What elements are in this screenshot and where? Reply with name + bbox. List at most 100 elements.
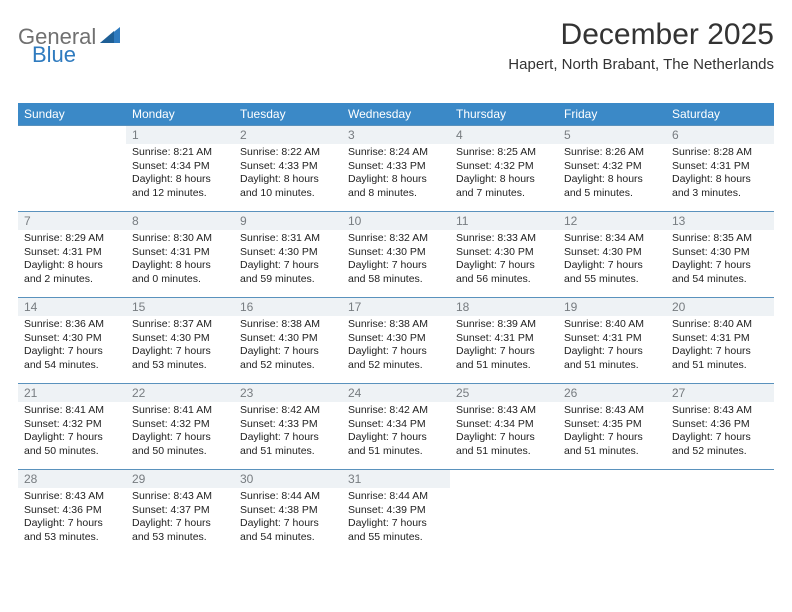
day-number: 15 — [126, 298, 234, 316]
calendar-cell: 25Sunrise: 8:43 AMSunset: 4:34 PMDayligh… — [450, 384, 558, 470]
day-details: Sunrise: 8:43 AMSunset: 4:37 PMDaylight:… — [126, 488, 234, 549]
day-text: Sunrise: 8:43 AMSunset: 4:36 PMDaylight:… — [672, 402, 768, 459]
calendar-cell: 22Sunrise: 8:41 AMSunset: 4:32 PMDayligh… — [126, 384, 234, 470]
calendar-week-row: 28Sunrise: 8:43 AMSunset: 4:36 PMDayligh… — [18, 470, 774, 556]
brand-part2-wrap: Blue — [32, 42, 76, 68]
calendar-cell: 14Sunrise: 8:36 AMSunset: 4:30 PMDayligh… — [18, 298, 126, 384]
day-number: 9 — [234, 212, 342, 230]
day-header: Tuesday — [234, 103, 342, 126]
day-number: 2 — [234, 126, 342, 144]
day-number: 23 — [234, 384, 342, 402]
day-number: 30 — [234, 470, 342, 488]
title-block: December 2025 Hapert, North Brabant, The… — [508, 18, 774, 73]
day-number: 7 — [18, 212, 126, 230]
day-number: 29 — [126, 470, 234, 488]
day-number: 24 — [342, 384, 450, 402]
day-details: Sunrise: 8:43 AMSunset: 4:34 PMDaylight:… — [450, 402, 558, 463]
day-details: Sunrise: 8:34 AMSunset: 4:30 PMDaylight:… — [558, 230, 666, 291]
day-details: Sunrise: 8:43 AMSunset: 4:36 PMDaylight:… — [666, 402, 774, 463]
brand-sail-icon — [100, 26, 122, 49]
page-title: December 2025 — [508, 18, 774, 52]
calendar-cell — [666, 470, 774, 556]
calendar-cell: 4Sunrise: 8:25 AMSunset: 4:32 PMDaylight… — [450, 126, 558, 212]
day-text: Sunrise: 8:40 AMSunset: 4:31 PMDaylight:… — [564, 316, 660, 373]
day-number: 3 — [342, 126, 450, 144]
day-text: Sunrise: 8:26 AMSunset: 4:32 PMDaylight:… — [564, 144, 660, 201]
day-number: 10 — [342, 212, 450, 230]
day-details: Sunrise: 8:39 AMSunset: 4:31 PMDaylight:… — [450, 316, 558, 377]
day-details: Sunrise: 8:38 AMSunset: 4:30 PMDaylight:… — [342, 316, 450, 377]
day-details: Sunrise: 8:29 AMSunset: 4:31 PMDaylight:… — [18, 230, 126, 291]
calendar-cell: 3Sunrise: 8:24 AMSunset: 4:33 PMDaylight… — [342, 126, 450, 212]
day-header-row: Sunday Monday Tuesday Wednesday Thursday… — [18, 103, 774, 126]
calendar-week-row: 14Sunrise: 8:36 AMSunset: 4:30 PMDayligh… — [18, 298, 774, 384]
day-number: 16 — [234, 298, 342, 316]
calendar-cell: 12Sunrise: 8:34 AMSunset: 4:30 PMDayligh… — [558, 212, 666, 298]
day-header: Saturday — [666, 103, 774, 126]
day-number: 1 — [126, 126, 234, 144]
day-details: Sunrise: 8:28 AMSunset: 4:31 PMDaylight:… — [666, 144, 774, 205]
calendar-cell: 30Sunrise: 8:44 AMSunset: 4:38 PMDayligh… — [234, 470, 342, 556]
day-details: Sunrise: 8:41 AMSunset: 4:32 PMDaylight:… — [126, 402, 234, 463]
day-details: Sunrise: 8:35 AMSunset: 4:30 PMDaylight:… — [666, 230, 774, 291]
day-details: Sunrise: 8:33 AMSunset: 4:30 PMDaylight:… — [450, 230, 558, 291]
calendar-cell: 5Sunrise: 8:26 AMSunset: 4:32 PMDaylight… — [558, 126, 666, 212]
day-details: Sunrise: 8:42 AMSunset: 4:34 PMDaylight:… — [342, 402, 450, 463]
day-text: Sunrise: 8:22 AMSunset: 4:33 PMDaylight:… — [240, 144, 336, 201]
day-text: Sunrise: 8:21 AMSunset: 4:34 PMDaylight:… — [132, 144, 228, 201]
day-details: Sunrise: 8:32 AMSunset: 4:30 PMDaylight:… — [342, 230, 450, 291]
calendar-cell: 15Sunrise: 8:37 AMSunset: 4:30 PMDayligh… — [126, 298, 234, 384]
calendar-cell: 31Sunrise: 8:44 AMSunset: 4:39 PMDayligh… — [342, 470, 450, 556]
calendar-cell: 20Sunrise: 8:40 AMSunset: 4:31 PMDayligh… — [666, 298, 774, 384]
calendar-body: 1Sunrise: 8:21 AMSunset: 4:34 PMDaylight… — [18, 126, 774, 556]
calendar-cell: 26Sunrise: 8:43 AMSunset: 4:35 PMDayligh… — [558, 384, 666, 470]
day-number: 19 — [558, 298, 666, 316]
day-text: Sunrise: 8:41 AMSunset: 4:32 PMDaylight:… — [24, 402, 120, 459]
day-text: Sunrise: 8:42 AMSunset: 4:34 PMDaylight:… — [348, 402, 444, 459]
day-number: 11 — [450, 212, 558, 230]
day-header: Monday — [126, 103, 234, 126]
day-details: Sunrise: 8:43 AMSunset: 4:35 PMDaylight:… — [558, 402, 666, 463]
day-details: Sunrise: 8:44 AMSunset: 4:39 PMDaylight:… — [342, 488, 450, 549]
day-details: Sunrise: 8:24 AMSunset: 4:33 PMDaylight:… — [342, 144, 450, 205]
calendar-week-row: 21Sunrise: 8:41 AMSunset: 4:32 PMDayligh… — [18, 384, 774, 470]
day-number: 25 — [450, 384, 558, 402]
calendar-cell: 28Sunrise: 8:43 AMSunset: 4:36 PMDayligh… — [18, 470, 126, 556]
day-text: Sunrise: 8:35 AMSunset: 4:30 PMDaylight:… — [672, 230, 768, 287]
location-subtitle: Hapert, North Brabant, The Netherlands — [508, 56, 774, 73]
calendar-cell — [18, 126, 126, 212]
day-text: Sunrise: 8:34 AMSunset: 4:30 PMDaylight:… — [564, 230, 660, 287]
day-details: Sunrise: 8:25 AMSunset: 4:32 PMDaylight:… — [450, 144, 558, 205]
calendar-cell: 6Sunrise: 8:28 AMSunset: 4:31 PMDaylight… — [666, 126, 774, 212]
day-text: Sunrise: 8:25 AMSunset: 4:32 PMDaylight:… — [456, 144, 552, 201]
day-text: Sunrise: 8:39 AMSunset: 4:31 PMDaylight:… — [456, 316, 552, 373]
calendar-cell: 2Sunrise: 8:22 AMSunset: 4:33 PMDaylight… — [234, 126, 342, 212]
day-text: Sunrise: 8:28 AMSunset: 4:31 PMDaylight:… — [672, 144, 768, 201]
calendar-cell: 13Sunrise: 8:35 AMSunset: 4:30 PMDayligh… — [666, 212, 774, 298]
day-details: Sunrise: 8:43 AMSunset: 4:36 PMDaylight:… — [18, 488, 126, 549]
day-number: 21 — [18, 384, 126, 402]
calendar-cell: 27Sunrise: 8:43 AMSunset: 4:36 PMDayligh… — [666, 384, 774, 470]
day-details: Sunrise: 8:30 AMSunset: 4:31 PMDaylight:… — [126, 230, 234, 291]
calendar-cell: 23Sunrise: 8:42 AMSunset: 4:33 PMDayligh… — [234, 384, 342, 470]
day-text: Sunrise: 8:36 AMSunset: 4:30 PMDaylight:… — [24, 316, 120, 373]
day-text: Sunrise: 8:29 AMSunset: 4:31 PMDaylight:… — [24, 230, 120, 287]
calendar-table: Sunday Monday Tuesday Wednesday Thursday… — [18, 103, 774, 556]
day-details: Sunrise: 8:31 AMSunset: 4:30 PMDaylight:… — [234, 230, 342, 291]
calendar-cell: 16Sunrise: 8:38 AMSunset: 4:30 PMDayligh… — [234, 298, 342, 384]
day-details: Sunrise: 8:22 AMSunset: 4:33 PMDaylight:… — [234, 144, 342, 205]
day-details: Sunrise: 8:42 AMSunset: 4:33 PMDaylight:… — [234, 402, 342, 463]
calendar-cell — [558, 470, 666, 556]
calendar-cell: 8Sunrise: 8:30 AMSunset: 4:31 PMDaylight… — [126, 212, 234, 298]
day-number: 20 — [666, 298, 774, 316]
day-number: 5 — [558, 126, 666, 144]
day-details: Sunrise: 8:40 AMSunset: 4:31 PMDaylight:… — [558, 316, 666, 377]
day-text: Sunrise: 8:41 AMSunset: 4:32 PMDaylight:… — [132, 402, 228, 459]
day-text: Sunrise: 8:43 AMSunset: 4:36 PMDaylight:… — [24, 488, 120, 545]
day-text: Sunrise: 8:30 AMSunset: 4:31 PMDaylight:… — [132, 230, 228, 287]
day-details: Sunrise: 8:21 AMSunset: 4:34 PMDaylight:… — [126, 144, 234, 205]
day-details: Sunrise: 8:40 AMSunset: 4:31 PMDaylight:… — [666, 316, 774, 377]
day-number: 28 — [18, 470, 126, 488]
day-text: Sunrise: 8:33 AMSunset: 4:30 PMDaylight:… — [456, 230, 552, 287]
calendar-cell: 29Sunrise: 8:43 AMSunset: 4:37 PMDayligh… — [126, 470, 234, 556]
